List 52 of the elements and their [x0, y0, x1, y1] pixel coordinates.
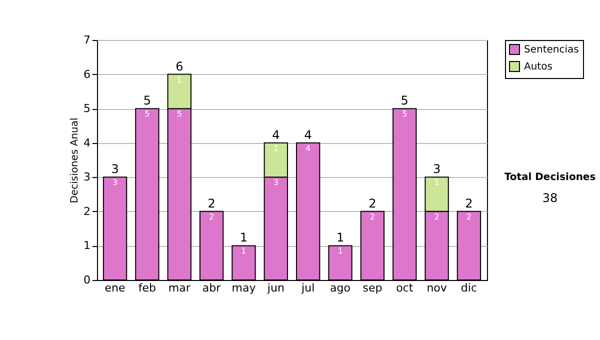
- data-label: 4: [306, 144, 311, 153]
- data-label: 5: [144, 110, 150, 119]
- total-label: 2: [208, 196, 216, 210]
- x-tick-label: abr: [202, 282, 222, 294]
- x-tick-label: may: [232, 282, 256, 294]
- x-tick-label: oct: [396, 282, 414, 294]
- y-tick-label: 5: [84, 102, 90, 116]
- data-label: 3: [112, 178, 118, 188]
- data-label: 1: [176, 75, 182, 84]
- text: Total Decisiones: [503, 172, 597, 183]
- y-tick-label: 6: [84, 68, 90, 81]
- x-tick-label: jul: [300, 282, 315, 294]
- total-label: 2: [368, 196, 376, 210]
- total-label: 5: [143, 94, 152, 108]
- total-label: 5: [400, 94, 408, 108]
- data-label: 2: [209, 212, 214, 222]
- total-label: 4: [272, 128, 280, 142]
- data-label: 2: [434, 212, 440, 222]
- total-label: 3: [432, 162, 441, 176]
- x-tick-label: ago: [330, 282, 351, 294]
- y-tick-label: 0: [84, 274, 90, 286]
- x-tick-label: sep: [362, 282, 382, 294]
- x-tick-label: ene: [104, 282, 126, 294]
- x-tick-label: feb: [138, 282, 156, 294]
- data-label: 5: [176, 110, 182, 119]
- x-tick-label: nov: [426, 282, 448, 294]
- data-label: 2: [466, 212, 472, 222]
- legend-label: Autos: [524, 62, 552, 72]
- y-tick-label: 3: [84, 170, 90, 184]
- data-label: 1: [273, 144, 278, 153]
- total-label: 1: [240, 230, 248, 245]
- legend-label: Sentencias: [524, 44, 579, 56]
- data-label: 5: [402, 110, 408, 119]
- data-label: 2: [370, 212, 375, 222]
- total-label: 4: [304, 128, 312, 142]
- data-label: 1: [241, 246, 246, 256]
- y-tick-label: 1: [84, 239, 90, 252]
- y-tick-label: 2: [84, 204, 90, 218]
- text: 38: [541, 191, 559, 205]
- total-label: 3: [111, 162, 119, 176]
- x-tick-label: jun: [266, 282, 284, 294]
- x-tick-label: mar: [168, 282, 191, 294]
- data-label: 1: [338, 246, 343, 256]
- x-tick-label: dic: [460, 282, 478, 294]
- y-tick-label: 4: [84, 136, 90, 150]
- y-axis-title: Decisiones Anual: [70, 118, 80, 204]
- total-label: 6: [176, 59, 184, 74]
- data-label: 1: [434, 178, 440, 188]
- data-label: 3: [273, 178, 278, 188]
- total-label: 1: [336, 230, 344, 245]
- y-tick-label: 7: [84, 34, 90, 46]
- total-label: 2: [465, 196, 473, 210]
